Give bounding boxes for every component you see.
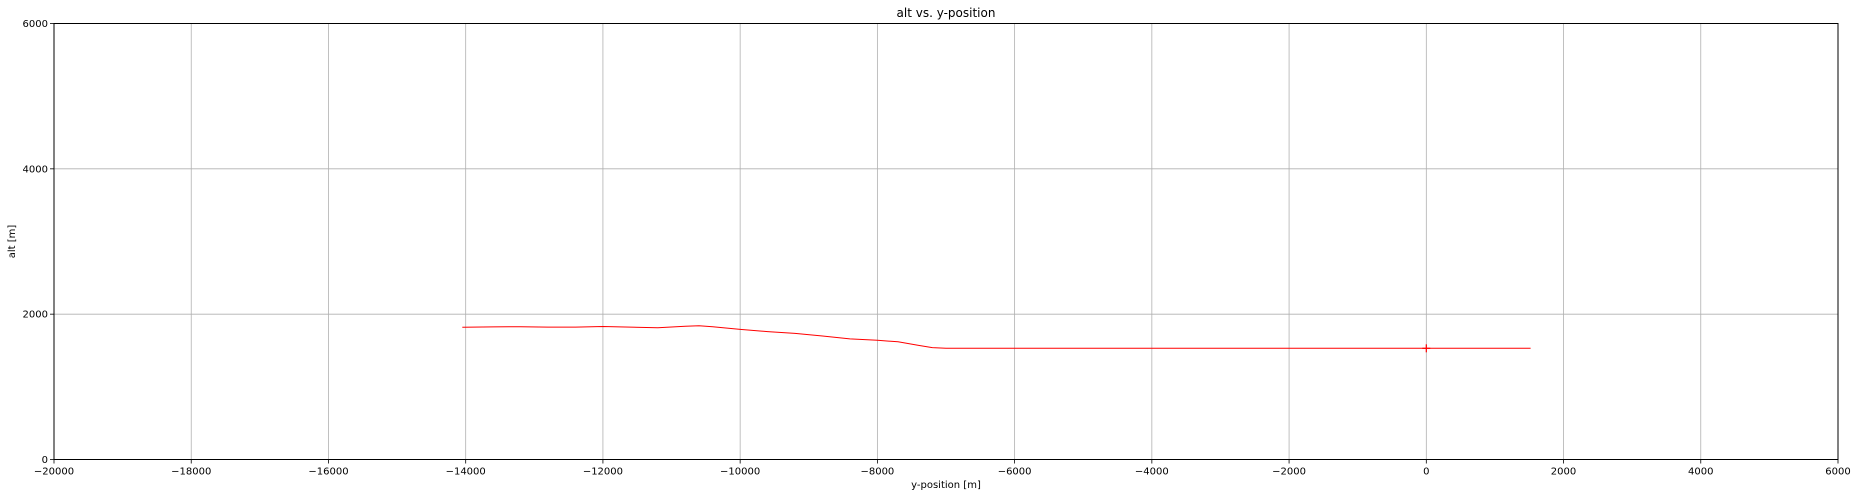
x-tick-label: 6000	[1825, 467, 1850, 478]
altitude-line	[462, 325, 1531, 349]
plot-frame	[53, 23, 1839, 460]
y-tick-label: 4000	[23, 164, 48, 175]
y-axis-label: alt [m]	[7, 225, 18, 259]
x-axis-ticks: −20000 −18000 −16000 −14000 −12000 −10000 −800…	[34, 459, 1851, 478]
x-tick-label: −8000	[860, 467, 894, 478]
x-tick-label: −14000	[446, 467, 486, 478]
y-tick-label: 6000	[23, 19, 48, 30]
x-tick-label: −6000	[998, 467, 1032, 478]
x-tick-label: −20000	[34, 467, 74, 478]
x-tick-label: 2000	[1551, 467, 1576, 478]
series-layer	[462, 325, 1531, 353]
x-tick-label: −12000	[583, 467, 623, 478]
x-tick-label: −18000	[171, 467, 211, 478]
x-tick-label: −4000	[1135, 467, 1169, 478]
y-axis-ticks: 0 2000 4000 6000	[23, 19, 54, 466]
chart-title: alt vs. y-position	[897, 6, 996, 20]
start-marker	[1422, 344, 1431, 353]
x-axis-label: y-position [m]	[911, 480, 981, 491]
y-tick-label: 2000	[23, 310, 48, 321]
x-tick-label: 4000	[1688, 467, 1713, 478]
x-tick-label: −2000	[1272, 467, 1306, 478]
x-tick-label: −16000	[308, 467, 348, 478]
y-tick-label: 0	[42, 455, 48, 466]
x-tick-label: 0	[1423, 467, 1429, 478]
grid-lines	[53, 23, 1839, 460]
x-tick-label: −10000	[720, 467, 760, 478]
